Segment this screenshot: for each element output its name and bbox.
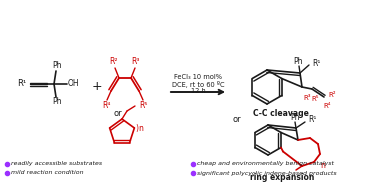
Text: DCE, rt to 60 ºC: DCE, rt to 60 ºC [172,80,224,88]
Text: R⁴: R⁴ [102,102,110,110]
Text: R³: R³ [132,58,140,66]
Text: R¹: R¹ [312,58,320,68]
Text: n: n [321,161,325,171]
Text: R²: R² [328,92,336,98]
Text: n: n [138,124,143,133]
Text: mild reaction condition: mild reaction condition [11,171,84,175]
Text: R³: R³ [303,95,311,101]
Text: R⁵: R⁵ [140,102,148,110]
Text: ring expansion: ring expansion [250,173,314,182]
Text: +: + [92,80,102,94]
Text: C-C cleavage: C-C cleavage [253,108,309,118]
Text: Ph: Ph [52,62,62,70]
Text: or: or [233,116,241,124]
Text: R²: R² [110,58,118,66]
Text: R⁵: R⁵ [311,96,319,102]
Text: cheap and environmentally benign catalyst: cheap and environmentally benign catalys… [197,161,334,167]
Text: 12 h: 12 h [191,88,205,94]
Text: R¹: R¹ [17,80,26,88]
Text: readily accessible substrates: readily accessible substrates [11,161,102,167]
Text: ): ) [135,124,138,133]
Text: OH: OH [67,80,79,88]
Text: Ph: Ph [290,112,300,122]
Text: Ph: Ph [52,98,62,106]
Text: R¹: R¹ [308,116,316,124]
Text: FeCl₃ 10 mol%: FeCl₃ 10 mol% [174,74,222,80]
Text: significant polycyclic indene-based products: significant polycyclic indene-based prod… [197,171,337,175]
Text: Ph: Ph [293,56,303,66]
Text: or: or [114,110,122,118]
Text: R⁴: R⁴ [323,103,331,109]
